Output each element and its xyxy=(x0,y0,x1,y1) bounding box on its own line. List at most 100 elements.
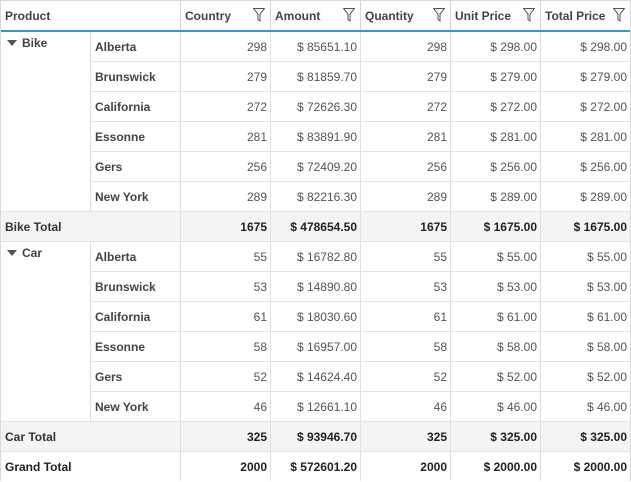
cell-country[interactable]: 272 xyxy=(181,92,271,121)
cell-unit-price[interactable]: $ 272.00 xyxy=(451,92,541,121)
cell-total-price[interactable]: $ 2000.00 xyxy=(573,459,627,474)
filter-icon[interactable] xyxy=(613,8,625,22)
row-header-region[interactable]: New York xyxy=(91,182,181,211)
cell-country[interactable]: 46 xyxy=(181,392,271,421)
cell-total-price[interactable]: $ 289.00 xyxy=(580,189,627,204)
cell-total-price[interactable]: $ 53.00 xyxy=(586,279,627,294)
cell-unit-price[interactable]: $ 279.00 xyxy=(451,62,541,91)
row-group-bike[interactable]: Bike xyxy=(1,32,91,212)
cell-quantity[interactable]: 281 xyxy=(361,122,451,151)
cell-amount[interactable]: $ 572601.20 xyxy=(271,452,361,481)
cell-country[interactable]: 1675 xyxy=(181,212,271,241)
row-header-region[interactable]: Essonne xyxy=(91,122,181,151)
cell-total-price[interactable]: $ 281.00 xyxy=(580,129,627,144)
subtotal-label[interactable]: Car Total xyxy=(1,422,181,451)
row-header-region[interactable]: New York xyxy=(91,392,181,421)
cell-amount[interactable]: $ 82216.30 xyxy=(271,182,361,211)
cell-unit-price[interactable]: $ 46.00 xyxy=(451,392,541,421)
cell-country[interactable]: 55 xyxy=(181,242,271,271)
row-group-header[interactable]: Bike xyxy=(7,36,47,50)
cell-total-price[interactable]: $ 1675.00 xyxy=(573,219,627,234)
row-header-region[interactable]: Gers xyxy=(91,152,181,181)
cell-country[interactable]: 289 xyxy=(181,182,271,211)
cell-amount[interactable]: $ 16957.00 xyxy=(271,332,361,361)
cell-amount[interactable]: $ 81859.70 xyxy=(271,62,361,91)
cell-amount[interactable]: $ 14624.40 xyxy=(271,362,361,391)
cell-quantity[interactable]: 279 xyxy=(361,62,451,91)
cell-country[interactable]: 281 xyxy=(181,122,271,151)
cell-total-price[interactable]: $ 272.00 xyxy=(580,99,627,114)
cell-total-price[interactable]: $ 298.00 xyxy=(580,39,627,54)
cell-quantity[interactable]: 55 xyxy=(361,242,451,271)
cell-unit-price[interactable]: $ 1675.00 xyxy=(451,212,541,241)
column-header-product[interactable]: Product xyxy=(1,1,181,30)
cell-amount[interactable]: $ 72626.30 xyxy=(271,92,361,121)
cell-amount[interactable]: $ 83891.90 xyxy=(271,122,361,151)
row-group-car[interactable]: Car xyxy=(1,242,91,422)
cell-unit-price[interactable]: $ 53.00 xyxy=(451,272,541,301)
cell-quantity[interactable]: 46 xyxy=(361,392,451,421)
cell-unit-price[interactable]: $ 55.00 xyxy=(451,242,541,271)
cell-quantity[interactable]: 272 xyxy=(361,92,451,121)
cell-unit-price[interactable]: $ 61.00 xyxy=(451,302,541,331)
cell-country[interactable]: 256 xyxy=(181,152,271,181)
cell-country[interactable]: 53 xyxy=(181,272,271,301)
cell-country[interactable]: 2000 xyxy=(181,452,271,481)
filter-icon[interactable] xyxy=(523,8,535,22)
cell-amount[interactable]: $ 16782.80 xyxy=(271,242,361,271)
cell-total-price[interactable]: $ 46.00 xyxy=(586,399,627,414)
cell-unit-price[interactable]: $ 325.00 xyxy=(451,422,541,451)
column-header-quantity[interactable]: Quantity xyxy=(361,1,451,30)
cell-total-price[interactable]: $ 52.00 xyxy=(586,369,627,384)
cell-country[interactable]: 298 xyxy=(181,32,271,61)
cell-amount[interactable]: $ 93946.70 xyxy=(271,422,361,451)
cell-unit-price[interactable]: $ 2000.00 xyxy=(451,452,541,481)
cell-country[interactable]: 58 xyxy=(181,332,271,361)
row-header-region[interactable]: California xyxy=(91,92,181,121)
cell-quantity[interactable]: 52 xyxy=(361,362,451,391)
column-header-country[interactable]: Country xyxy=(181,1,271,30)
row-header-region[interactable]: Essonne xyxy=(91,332,181,361)
cell-total-price[interactable]: $ 279.00 xyxy=(580,69,627,84)
cell-total-price[interactable]: $ 325.00 xyxy=(580,429,627,444)
cell-unit-price[interactable]: $ 281.00 xyxy=(451,122,541,151)
cell-quantity[interactable]: 61 xyxy=(361,302,451,331)
row-group-header[interactable]: Car xyxy=(7,246,42,260)
cell-unit-price[interactable]: $ 289.00 xyxy=(451,182,541,211)
cell-unit-price[interactable]: $ 58.00 xyxy=(451,332,541,361)
cell-country[interactable]: 61 xyxy=(181,302,271,331)
cell-unit-price[interactable]: $ 52.00 xyxy=(451,362,541,391)
cell-amount[interactable]: $ 14890.80 xyxy=(271,272,361,301)
row-header-region[interactable]: Alberta xyxy=(91,32,181,61)
cell-unit-price[interactable]: $ 298.00 xyxy=(451,32,541,61)
cell-amount[interactable]: $ 478654.50 xyxy=(271,212,361,241)
cell-total-price[interactable]: $ 61.00 xyxy=(586,309,627,324)
row-header-region[interactable]: Brunswick xyxy=(91,62,181,91)
cell-amount[interactable]: $ 72409.20 xyxy=(271,152,361,181)
collapse-caret-icon[interactable] xyxy=(7,40,17,46)
cell-quantity[interactable]: 53 xyxy=(361,272,451,301)
subtotal-label[interactable]: Bike Total xyxy=(1,212,181,241)
cell-quantity[interactable]: 325 xyxy=(361,422,451,451)
filter-icon[interactable] xyxy=(253,8,265,22)
cell-unit-price[interactable]: $ 256.00 xyxy=(451,152,541,181)
cell-country[interactable]: 52 xyxy=(181,362,271,391)
cell-country[interactable]: 279 xyxy=(181,62,271,91)
row-header-region[interactable]: California xyxy=(91,302,181,331)
collapse-caret-icon[interactable] xyxy=(7,250,17,256)
cell-country[interactable]: 325 xyxy=(181,422,271,451)
cell-amount[interactable]: $ 18030.60 xyxy=(271,302,361,331)
cell-quantity[interactable]: 256 xyxy=(361,152,451,181)
cell-quantity[interactable]: 289 xyxy=(361,182,451,211)
cell-quantity[interactable]: 58 xyxy=(361,332,451,361)
row-header-region[interactable]: Alberta xyxy=(91,242,181,271)
row-header-region[interactable]: Brunswick xyxy=(91,272,181,301)
cell-amount[interactable]: $ 12661.10 xyxy=(271,392,361,421)
cell-total-price[interactable]: $ 256.00 xyxy=(580,159,627,174)
cell-quantity[interactable]: 1675 xyxy=(361,212,451,241)
column-header-unit-price[interactable]: Unit Price xyxy=(451,1,541,30)
cell-total-price[interactable]: $ 58.00 xyxy=(586,339,627,354)
filter-icon[interactable] xyxy=(433,8,445,22)
column-header-amount[interactable]: Amount xyxy=(271,1,361,30)
cell-quantity[interactable]: 298 xyxy=(361,32,451,61)
